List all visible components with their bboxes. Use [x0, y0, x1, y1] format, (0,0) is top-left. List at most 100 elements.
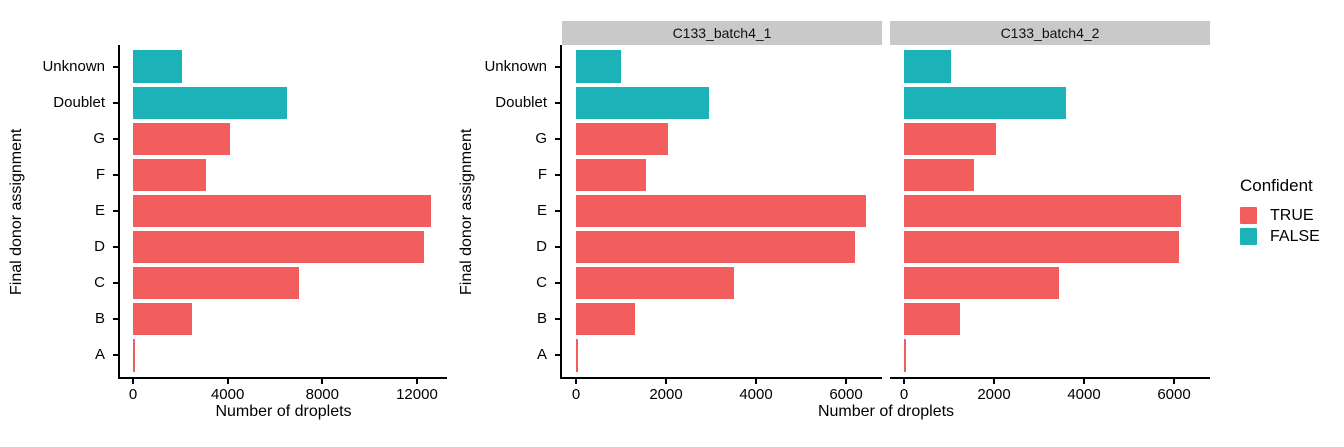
x-axis-title-facets: Number of droplets: [817, 403, 955, 420]
y-tick: [555, 173, 560, 176]
y-tick: [555, 246, 560, 249]
bar-doublet: [133, 86, 287, 119]
legend-item-false: FALSE: [1240, 228, 1320, 245]
y-axis-category-label: B: [94, 310, 105, 328]
y-tick: [113, 65, 118, 68]
y-axis-category-label: D: [536, 238, 547, 256]
bar-d: [904, 230, 1179, 264]
y-tick: [113, 318, 118, 321]
facet-strip-batch4-1: C133_batch4_1: [562, 21, 882, 45]
y-axis-category-label: Doublet: [495, 93, 547, 111]
x-tick-label: 2000: [649, 386, 683, 403]
x-tick-label: 12000: [396, 386, 438, 403]
bar-unknown: [904, 50, 952, 83]
legend-swatch-false-icon: [1240, 228, 1257, 245]
x-tick-label: 4000: [739, 386, 773, 403]
y-axis-category-label: A: [94, 346, 105, 364]
x-axis-line: [890, 377, 1210, 379]
x-tick: [226, 379, 229, 384]
x-tick-label: 6000: [1157, 386, 1191, 403]
x-tick-label: 0: [571, 386, 581, 403]
legend: Confident TRUE FALSE: [1240, 176, 1320, 249]
y-axis-line: [118, 45, 120, 379]
bar-b: [133, 303, 193, 336]
y-tick: [555, 65, 560, 68]
y-tick: [113, 354, 118, 357]
x-tick: [665, 379, 667, 384]
y-axis-category-label: E: [536, 202, 547, 219]
legend-swatch-true-icon: [1240, 207, 1257, 224]
bar-e: [904, 194, 1181, 228]
x-tick: [1173, 379, 1175, 384]
bar-d: [576, 230, 855, 264]
x-tick: [903, 379, 905, 384]
bar-unknown: [576, 50, 621, 83]
bar-c: [904, 266, 1060, 300]
bar-a: [904, 339, 907, 372]
legend-item-true: TRUE: [1240, 207, 1320, 224]
y-axis-category-label: B: [536, 310, 547, 328]
y-axis-category-label: A: [536, 346, 547, 364]
legend-label-false: FALSE: [1270, 227, 1320, 245]
x-tick: [132, 379, 134, 384]
x-tick: [321, 379, 324, 384]
y-axis-line: [560, 45, 562, 379]
x-tick-label: 4000: [1067, 386, 1101, 403]
y-axis-category-label: Unknown: [484, 57, 547, 75]
x-tick-label: 4000: [210, 386, 245, 403]
bar-g: [576, 122, 669, 156]
y-tick: [555, 210, 560, 212]
bar-f: [576, 158, 646, 192]
y-axis-category-label: F: [95, 165, 105, 183]
x-axis-title-combined: Number of droplets: [215, 403, 352, 420]
bar-b: [576, 303, 635, 336]
y-tick: [555, 282, 560, 285]
x-tick: [845, 379, 847, 384]
y-tick: [113, 210, 118, 212]
y-axis-category-label: C: [536, 274, 547, 292]
bar-d: [133, 230, 425, 264]
legend-title: Confident: [1240, 176, 1313, 195]
y-axis-category-label: G: [535, 129, 547, 147]
x-tick-label: 0: [899, 386, 909, 403]
x-tick: [1083, 379, 1085, 384]
bar-doublet: [904, 86, 1066, 119]
bar-f: [133, 158, 207, 192]
y-axis-category-label: Unknown: [42, 57, 105, 75]
y-tick: [113, 282, 118, 285]
x-tick-label: 6000: [829, 386, 863, 403]
y-axis-category-label: Doublet: [53, 93, 105, 111]
y-tick: [555, 101, 560, 104]
bar-e: [133, 194, 432, 228]
legend-label-true: TRUE: [1270, 206, 1314, 224]
y-tick: [555, 318, 560, 321]
y-tick: [555, 137, 560, 140]
y-axis-category-label: C: [94, 274, 105, 292]
bar-a: [133, 339, 136, 372]
x-tick: [575, 379, 577, 384]
bar-e: [576, 194, 867, 228]
bar-g: [133, 122, 231, 156]
y-tick: [555, 354, 560, 357]
bar-unknown: [133, 50, 182, 83]
facet-strip-batch4-2: C133_batch4_2: [890, 21, 1210, 45]
x-axis-line: [560, 377, 882, 379]
x-tick-label: 0: [128, 386, 138, 403]
y-axis-category-label: D: [94, 238, 105, 256]
y-axis-category-label: E: [94, 202, 105, 219]
y-axis-category-label: F: [537, 165, 547, 183]
bar-doublet: [576, 86, 709, 119]
y-tick: [113, 137, 118, 140]
x-tick-label: 8000: [305, 386, 339, 403]
bar-c: [133, 266, 299, 300]
y-tick: [113, 101, 118, 104]
x-tick-label: 2000: [977, 386, 1011, 403]
x-tick: [755, 379, 757, 384]
bar-a: [576, 339, 579, 372]
x-axis-line: [118, 377, 447, 379]
bar-f: [904, 158, 974, 192]
y-tick: [113, 246, 118, 249]
bar-g: [904, 122, 997, 156]
x-tick: [415, 379, 418, 384]
